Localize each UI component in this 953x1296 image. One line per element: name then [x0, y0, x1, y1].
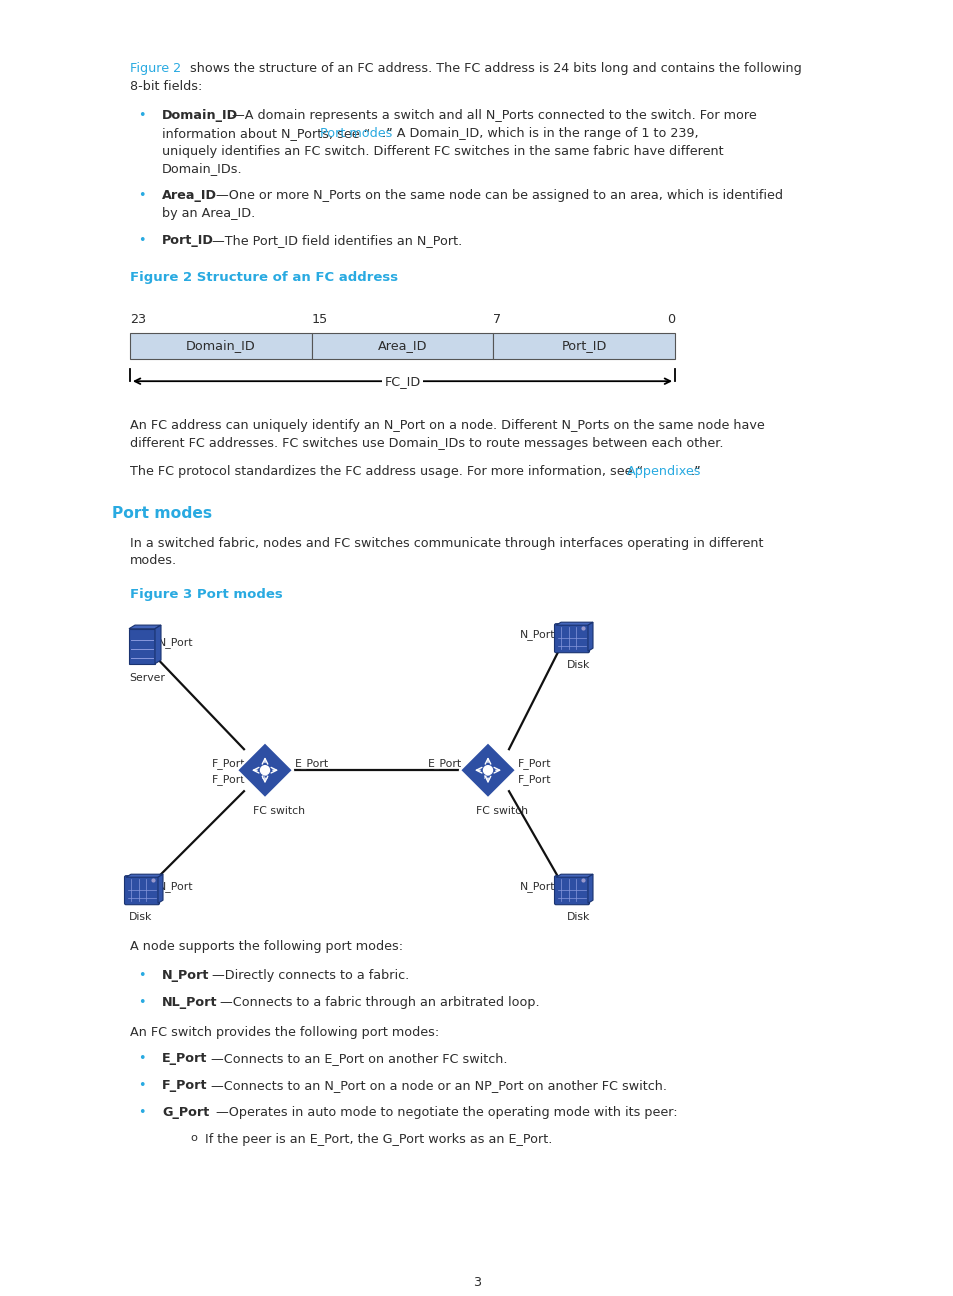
Text: shows the structure of an FC address. The FC address is 24 bits long and contain: shows the structure of an FC address. Th…	[186, 62, 801, 75]
Text: 0: 0	[666, 312, 675, 325]
Bar	[312, 333, 493, 359]
Text: Disk: Disk	[129, 912, 152, 923]
Text: by an Area_ID.: by an Area_ID.	[162, 207, 255, 220]
Text: Domain_ID: Domain_ID	[162, 109, 238, 122]
Text: —The Port_ID field identifies an N_Port.: —The Port_ID field identifies an N_Port.	[213, 233, 462, 248]
Text: •: •	[138, 1052, 146, 1065]
Text: Area_ID: Area_ID	[377, 340, 427, 353]
Text: NL_Port: NL_Port	[162, 997, 217, 1010]
Circle shape	[483, 766, 492, 775]
Text: Port_ID: Port_ID	[162, 233, 213, 248]
Text: information about N_Ports, see “: information about N_Ports, see “	[162, 127, 370, 140]
Text: Domain_IDs.: Domain_IDs.	[162, 162, 242, 175]
Text: Disk: Disk	[566, 912, 590, 923]
Polygon shape	[556, 622, 593, 625]
FancyBboxPatch shape	[125, 876, 159, 905]
Text: FC switch: FC switch	[253, 806, 305, 816]
Polygon shape	[556, 875, 593, 877]
Text: Appendixes: Appendixes	[626, 465, 700, 478]
Polygon shape	[587, 622, 593, 651]
Text: modes.: modes.	[130, 555, 177, 568]
Text: E_Port: E_Port	[428, 758, 461, 769]
Text: —Connects to an E_Port on another FC switch.: —Connects to an E_Port on another FC swi…	[211, 1052, 507, 1065]
Text: •: •	[138, 1105, 146, 1118]
Text: F_Port: F_Port	[212, 758, 245, 769]
Text: —Operates in auto mode to negotiate the operating mode with its peer:: —Operates in auto mode to negotiate the …	[215, 1105, 677, 1118]
Text: F_Port: F_Port	[212, 774, 245, 784]
Text: A node supports the following port modes:: A node supports the following port modes…	[130, 940, 403, 953]
Text: —Connects to a fabric through an arbitrated loop.: —Connects to a fabric through an arbitra…	[220, 997, 539, 1010]
Text: E_Port: E_Port	[162, 1052, 207, 1065]
Text: o: o	[190, 1133, 196, 1143]
Text: In a switched fabric, nodes and FC switches communicate through interfaces opera: In a switched fabric, nodes and FC switc…	[130, 537, 762, 550]
Polygon shape	[587, 875, 593, 903]
Text: •: •	[138, 997, 146, 1010]
Text: FC: FC	[483, 775, 491, 780]
Text: Port_ID: Port_ID	[561, 340, 606, 353]
Polygon shape	[236, 743, 293, 798]
Text: different FC addresses. FC switches use Domain_IDs to route messages between eac: different FC addresses. FC switches use …	[130, 437, 722, 450]
Text: uniquely identifies an FC switch. Different FC switches in the same fabric have : uniquely identifies an FC switch. Differ…	[162, 145, 723, 158]
Text: Disk: Disk	[566, 660, 590, 670]
Text: N_Port: N_Port	[519, 629, 555, 640]
Text: •: •	[138, 1080, 146, 1093]
Text: FC switch: FC switch	[476, 806, 527, 816]
Text: F_Port: F_Port	[162, 1080, 208, 1093]
Text: Area_ID: Area_ID	[162, 189, 216, 202]
Circle shape	[260, 766, 269, 775]
Polygon shape	[129, 625, 161, 629]
Text: 15: 15	[312, 312, 328, 325]
Text: N_Port: N_Port	[162, 969, 209, 982]
Text: An FC switch provides the following port modes:: An FC switch provides the following port…	[130, 1025, 438, 1038]
Text: •: •	[138, 233, 146, 248]
Polygon shape	[459, 743, 516, 798]
Text: FC: FC	[261, 775, 268, 780]
Text: G_Port: G_Port	[162, 1105, 209, 1118]
Text: If the peer is an E_Port, the G_Port works as an E_Port.: If the peer is an E_Port, the G_Port wor…	[205, 1133, 552, 1146]
Bar	[493, 333, 675, 359]
Text: Port modes: Port modes	[112, 505, 212, 521]
Text: 7: 7	[493, 312, 501, 325]
Text: N_Port: N_Port	[519, 881, 555, 892]
FancyBboxPatch shape	[554, 876, 589, 905]
Text: Server: Server	[129, 673, 165, 683]
Text: —A domain represents a switch and all N_Ports connected to the switch. For more: —A domain represents a switch and all N_…	[232, 109, 756, 122]
Text: .”: .”	[690, 465, 701, 478]
Text: —One or more N_Ports on the same node can be assigned to an area, which is ident: —One or more N_Ports on the same node ca…	[216, 189, 782, 202]
Bar	[129, 629, 154, 664]
Text: The FC protocol standardizes the FC address usage. For more information, see “: The FC protocol standardizes the FC addr…	[130, 465, 642, 478]
Text: E_Port: E_Port	[294, 758, 329, 769]
Text: Figure 2: Figure 2	[130, 62, 181, 75]
Text: Figure 3 Port modes: Figure 3 Port modes	[130, 588, 282, 601]
Text: An FC address can uniquely identify an N_Port on a node. Different N_Ports on th: An FC address can uniquely identify an N…	[130, 419, 764, 432]
Text: Domain_ID: Domain_ID	[186, 340, 255, 353]
Polygon shape	[158, 875, 163, 903]
Text: •: •	[138, 969, 146, 982]
Polygon shape	[126, 875, 163, 877]
Text: •: •	[138, 109, 146, 122]
Text: 23: 23	[130, 312, 146, 325]
Text: 8-bit fields:: 8-bit fields:	[130, 80, 202, 93]
Polygon shape	[154, 625, 161, 664]
Text: FC_ID: FC_ID	[384, 375, 420, 388]
Text: —Directly connects to a fabric.: —Directly connects to a fabric.	[212, 969, 408, 982]
Text: •: •	[138, 189, 146, 202]
Text: 3: 3	[473, 1277, 480, 1290]
Text: .” A Domain_ID, which is in the range of 1 to 239,: .” A Domain_ID, which is in the range of…	[382, 127, 699, 140]
Text: N_Port: N_Port	[158, 636, 193, 648]
FancyBboxPatch shape	[554, 623, 589, 653]
Text: —Connects to an N_Port on a node or an NP_Port on another FC switch.: —Connects to an N_Port on a node or an N…	[211, 1080, 666, 1093]
Text: Port modes: Port modes	[320, 127, 393, 140]
Text: F_Port: F_Port	[517, 758, 551, 769]
Text: Figure 2 Structure of an FC address: Figure 2 Structure of an FC address	[130, 271, 397, 284]
Bar	[130, 333, 312, 359]
Text: F_Port: F_Port	[517, 774, 551, 784]
Text: N_Port: N_Port	[158, 881, 193, 892]
